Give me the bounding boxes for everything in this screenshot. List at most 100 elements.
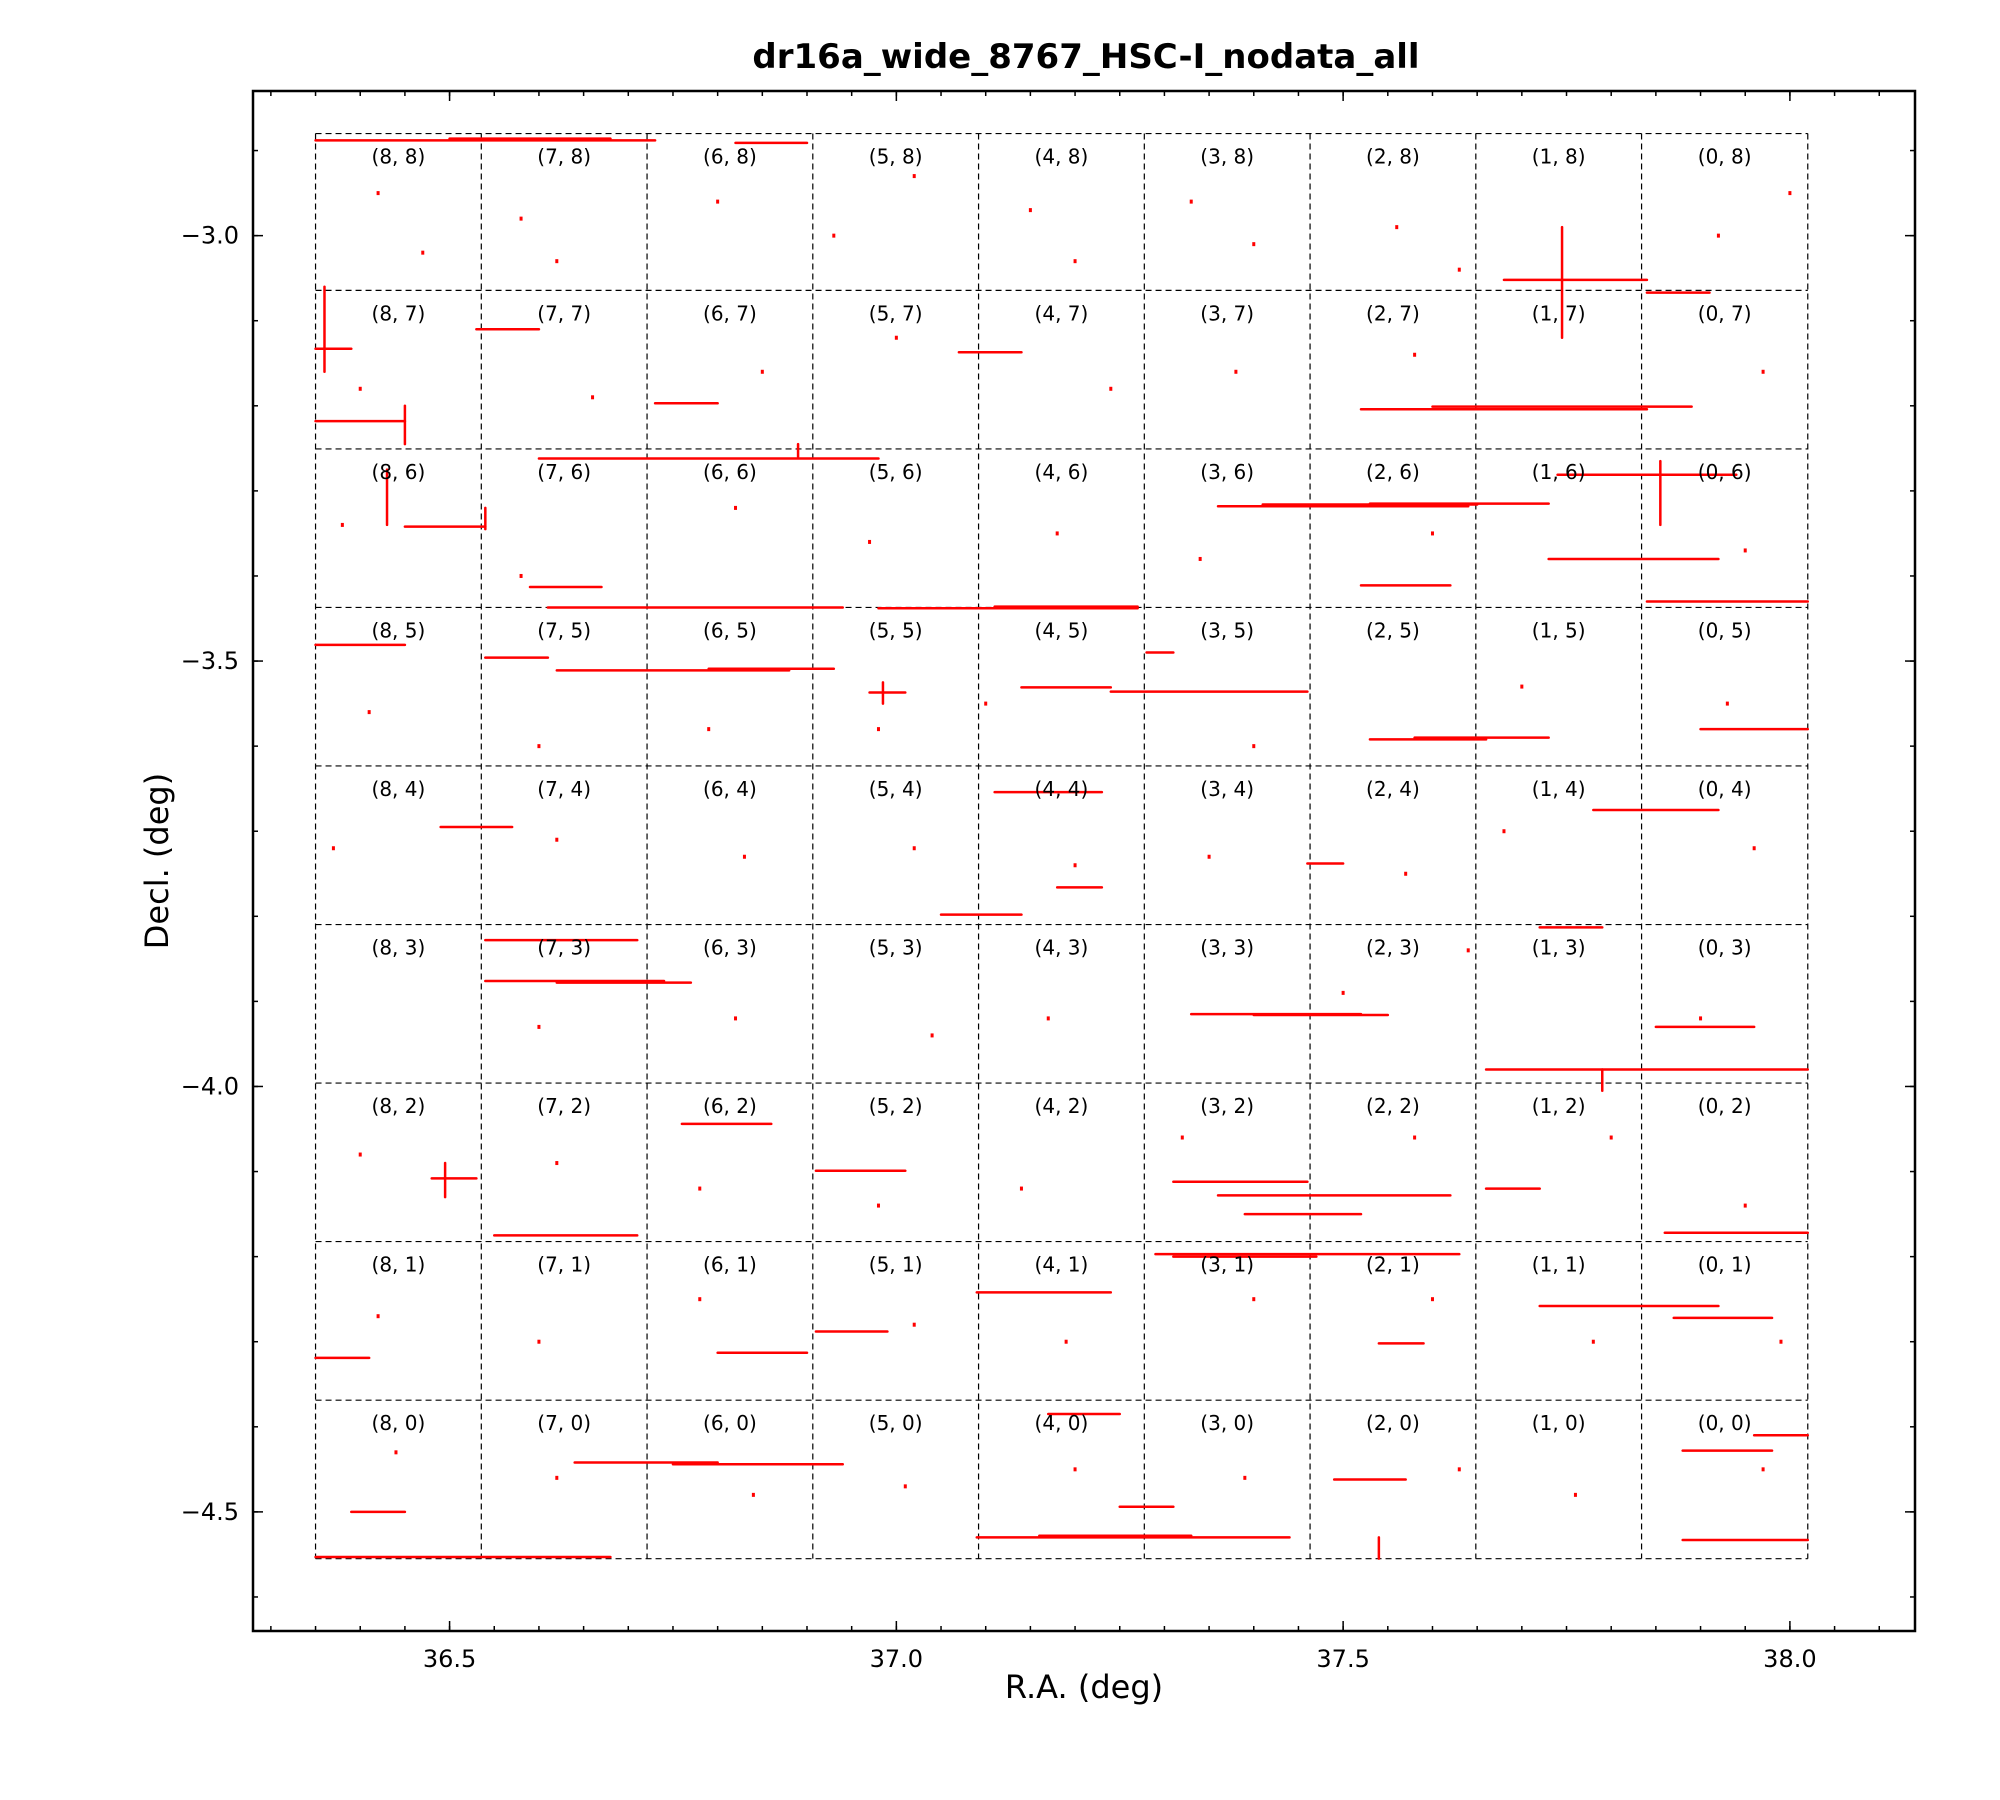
patch-label: (1, 6) xyxy=(1532,460,1586,484)
nodata-mask-dot xyxy=(1466,948,1470,953)
patch-label: (3, 1) xyxy=(1200,1253,1254,1277)
patch-label: (1, 3) xyxy=(1532,936,1586,960)
patch-label: (7, 2) xyxy=(537,1094,591,1118)
nodata-mask-dot xyxy=(358,386,362,391)
nodata-mask-dot xyxy=(367,710,371,715)
patch-label: (2, 8) xyxy=(1366,145,1420,169)
patch-label: (5, 4) xyxy=(869,777,923,801)
nodata-mask-dot xyxy=(912,174,916,179)
patch-label: (7, 1) xyxy=(537,1253,591,1277)
patch-label: (5, 6) xyxy=(869,460,923,484)
patch-label: (4, 6) xyxy=(1035,460,1089,484)
patch-label: (4, 2) xyxy=(1035,1094,1089,1118)
patch-label: (8, 2) xyxy=(372,1094,426,1118)
nodata-mask-dot xyxy=(340,522,344,527)
patch-label: (7, 5) xyxy=(537,618,591,642)
patch-label: (2, 3) xyxy=(1366,936,1420,960)
patch-label: (6, 6) xyxy=(703,460,757,484)
y-tick-label: −3.5 xyxy=(181,647,239,675)
nodata-mask-dot xyxy=(394,1450,398,1455)
patch-label: (6, 1) xyxy=(703,1253,757,1277)
patch-label: (5, 0) xyxy=(869,1411,923,1435)
nodata-mask-dot xyxy=(984,701,988,706)
patch-label: (0, 7) xyxy=(1698,301,1752,325)
nodata-mask-dot xyxy=(331,846,335,851)
patch-label: (0, 2) xyxy=(1698,1094,1752,1118)
patch-label: (1, 1) xyxy=(1532,1253,1586,1277)
nodata-mask-dot xyxy=(1073,1467,1077,1472)
patch-label: (4, 7) xyxy=(1035,301,1089,325)
patch-label: (6, 5) xyxy=(703,618,757,642)
nodata-mask-dot xyxy=(1243,1475,1247,1480)
patch-label: (4, 8) xyxy=(1035,145,1089,169)
nodata-mask-dot xyxy=(1520,684,1524,689)
nodata-mask-dot xyxy=(1779,1339,1783,1344)
nodata-mask-dot xyxy=(1252,1297,1256,1302)
patch-label: (2, 6) xyxy=(1366,460,1420,484)
patch-label: (3, 4) xyxy=(1200,777,1254,801)
patch-label: (6, 2) xyxy=(703,1094,757,1118)
nodata-mask-dot xyxy=(1725,701,1729,706)
patch-label: (8, 8) xyxy=(372,145,426,169)
plot-area: (8, 8) (7, 8) (6, 8) (5, 8) (4, 8) (3, 8) (2, … xyxy=(181,89,1917,1673)
x-axis-label: R.A. (deg) xyxy=(1005,1668,1163,1706)
patch-label: (5, 7) xyxy=(869,301,923,325)
patch-label: (4, 3) xyxy=(1035,936,1089,960)
nodata-mask-dot xyxy=(1073,863,1077,868)
nodata-mask-layer xyxy=(314,137,1810,1560)
nodata-mask-dot xyxy=(376,1314,380,1319)
patch-label: (3, 2) xyxy=(1200,1094,1254,1118)
nodata-mask-dot xyxy=(707,727,711,732)
patch-label: (4, 1) xyxy=(1035,1253,1089,1277)
nodata-mask-dot xyxy=(903,1484,907,1489)
nodata-mask-dot xyxy=(555,1475,559,1480)
nodata-mask-dot xyxy=(1430,531,1434,536)
nodata-mask-dot xyxy=(876,727,880,732)
patch-label: (8, 0) xyxy=(372,1411,426,1435)
nodata-mask-dot xyxy=(716,199,720,204)
nodata-mask-dot xyxy=(591,395,595,400)
nodata-mask-dot xyxy=(1189,199,1193,204)
x-tick-label: 37.0 xyxy=(870,1645,923,1673)
nodata-mask-dot xyxy=(1743,548,1747,553)
nodata-mask-dot xyxy=(376,191,380,196)
patch-label: (6, 7) xyxy=(703,301,757,325)
nodata-mask-dot xyxy=(698,1297,702,1302)
x-tick-label: 37.5 xyxy=(1316,1645,1369,1673)
nodata-mask-dot xyxy=(1788,191,1792,196)
nodata-mask-dot xyxy=(1207,854,1211,859)
nodata-mask-dot xyxy=(832,233,836,238)
patch-label: (8, 7) xyxy=(372,301,426,325)
patch-label: (1, 0) xyxy=(1532,1411,1586,1435)
nodata-mask-dot xyxy=(1716,233,1720,238)
nodata-mask-dot xyxy=(1591,1339,1595,1344)
y-tick-label: −4.0 xyxy=(181,1072,239,1100)
nodata-mask-dot xyxy=(1609,1135,1613,1140)
patch-label: (4, 5) xyxy=(1035,618,1089,642)
patch-label: (1, 5) xyxy=(1532,618,1586,642)
nodata-mask-dot xyxy=(1457,267,1461,272)
nodata-mask-dot xyxy=(1234,369,1238,374)
nodata-mask-dot xyxy=(555,837,559,842)
nodata-mask-dot xyxy=(876,1203,880,1208)
axis-ticks: 36.5 37.0 37.5 38.0 −3.0 −3.5 −4.0 −4.5 xyxy=(181,91,1915,1673)
nodata-mask-dot xyxy=(912,846,916,851)
nodata-mask-dot xyxy=(555,1161,559,1166)
patch-label: (5, 8) xyxy=(869,145,923,169)
nodata-mask-dot xyxy=(698,1186,702,1191)
patch-label: (6, 3) xyxy=(703,936,757,960)
x-tick-label: 36.5 xyxy=(423,1645,476,1673)
patch-label: (3, 8) xyxy=(1200,145,1254,169)
y-tick-label: −4.5 xyxy=(181,1498,239,1526)
nodata-mask-dot xyxy=(1743,1203,1747,1208)
patch-label: (3, 5) xyxy=(1200,618,1254,642)
patch-label: (2, 7) xyxy=(1366,301,1420,325)
patch-label: (1, 2) xyxy=(1532,1094,1586,1118)
nodata-mask-dot xyxy=(537,1024,541,1029)
patch-label: (8, 1) xyxy=(372,1253,426,1277)
nodata-mask-dot xyxy=(1699,1016,1703,1021)
patch-label: (7, 4) xyxy=(537,777,591,801)
nodata-mask-dot xyxy=(1395,225,1399,230)
patch-label: (2, 0) xyxy=(1366,1411,1420,1435)
patch-label: (7, 7) xyxy=(537,301,591,325)
